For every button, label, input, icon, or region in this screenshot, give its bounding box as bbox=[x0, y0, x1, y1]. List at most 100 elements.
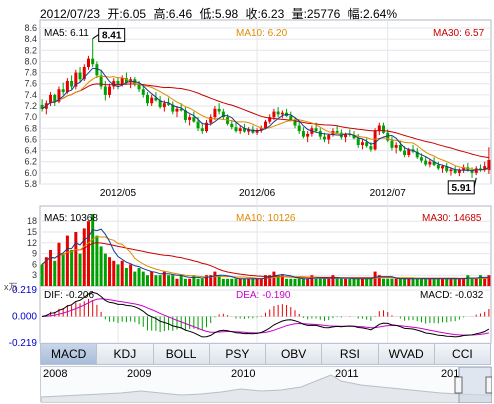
candle-body bbox=[116, 80, 120, 85]
volume-tick-label: 12 bbox=[27, 238, 37, 248]
time-navigator[interactable]: 2008 2009 2010 2011 201 bbox=[40, 366, 492, 403]
volume-bar bbox=[154, 275, 158, 286]
candle-body bbox=[394, 145, 398, 148]
volume-bar bbox=[103, 253, 107, 286]
price-tick-label: 5.8 bbox=[24, 179, 37, 189]
volume-bar bbox=[44, 257, 48, 286]
volume-bar bbox=[348, 278, 352, 286]
candle-body bbox=[436, 165, 440, 169]
header-high: 高:6.46 bbox=[153, 7, 193, 21]
macd-legend-dif: DIF: -0.206 bbox=[44, 290, 94, 301]
nav-year-2010: 2010 bbox=[231, 368, 256, 380]
candle-body bbox=[150, 97, 154, 104]
volume-bar bbox=[221, 278, 225, 286]
price-tick-label: 7.2 bbox=[24, 101, 37, 111]
candle-body bbox=[390, 140, 394, 148]
volume-bar bbox=[251, 278, 255, 286]
volume-bar bbox=[124, 268, 128, 286]
volume-bar bbox=[280, 275, 284, 286]
candle-body bbox=[162, 103, 166, 108]
candle-body bbox=[398, 145, 402, 151]
volume-bar bbox=[158, 275, 162, 286]
volume-bar bbox=[293, 278, 297, 286]
volume-bar bbox=[453, 278, 457, 286]
candle-body bbox=[344, 133, 348, 138]
volume-bar bbox=[390, 278, 394, 286]
candle-body bbox=[415, 151, 419, 158]
candle-body bbox=[103, 86, 107, 95]
tab-kdj[interactable]: KDJ bbox=[97, 344, 154, 364]
volume-bar bbox=[297, 278, 301, 286]
price-tick-label: 8.2 bbox=[24, 45, 37, 55]
candle-body bbox=[217, 108, 221, 112]
volume-bar bbox=[247, 278, 251, 286]
candle-body bbox=[221, 111, 225, 118]
candle-body bbox=[74, 72, 78, 87]
volume-bar bbox=[112, 260, 116, 286]
navigator-left-handle[interactable] bbox=[454, 376, 463, 394]
price-legend-ma10: MA10: 6.20 bbox=[236, 28, 288, 39]
price-tick-label: 7.8 bbox=[24, 68, 37, 78]
volume-bar bbox=[192, 275, 196, 286]
volume-bar bbox=[150, 271, 154, 286]
volume-bar bbox=[171, 275, 175, 286]
volume-bar bbox=[478, 275, 482, 286]
volume-bar bbox=[327, 278, 331, 286]
candle-body bbox=[306, 133, 310, 137]
candle-body bbox=[49, 94, 53, 104]
volume-bar bbox=[183, 278, 187, 286]
price-tick-label: 6.6 bbox=[24, 134, 37, 144]
candle-body bbox=[183, 110, 187, 120]
candle-body bbox=[289, 116, 293, 120]
volume-bar bbox=[474, 278, 478, 286]
volume-bar bbox=[487, 275, 491, 286]
candle-body bbox=[356, 138, 360, 145]
volume-bar bbox=[49, 250, 53, 286]
header-volume: 量:25776 bbox=[291, 7, 341, 21]
candle-body bbox=[457, 170, 461, 173]
candle-body bbox=[65, 80, 69, 93]
candle-body bbox=[255, 130, 259, 133]
tab-rsi[interactable]: RSI bbox=[322, 344, 379, 364]
navigator-right-handle[interactable] bbox=[485, 376, 492, 394]
volume-bar bbox=[339, 278, 343, 286]
candle-body bbox=[192, 117, 196, 122]
tab-wvad[interactable]: WVAD bbox=[379, 344, 435, 364]
volume-bar bbox=[175, 278, 179, 286]
tab-psy[interactable]: PSY bbox=[210, 344, 266, 364]
candle-body bbox=[40, 104, 44, 109]
header-change: 幅:2.64% bbox=[347, 7, 398, 21]
candle-body bbox=[453, 169, 457, 173]
volume-bar bbox=[120, 260, 124, 286]
candle-body bbox=[86, 58, 90, 67]
volume-bar bbox=[318, 278, 322, 286]
candle-body bbox=[171, 104, 175, 112]
price-tick-label: 7.6 bbox=[24, 79, 37, 89]
candle-body bbox=[209, 117, 213, 123]
navigator-overview bbox=[41, 367, 492, 403]
volume-bar bbox=[209, 275, 213, 286]
volume-bar bbox=[470, 278, 474, 286]
volume-bar bbox=[230, 278, 234, 286]
volume-tick-label: 3 bbox=[32, 270, 37, 280]
volume-bar bbox=[356, 278, 360, 286]
volume-bar bbox=[441, 278, 445, 286]
tab-obv[interactable]: OBV bbox=[266, 344, 323, 364]
annotation-box bbox=[98, 28, 126, 43]
month-tick-label: 2012/05 bbox=[100, 188, 137, 199]
volume-bar bbox=[57, 242, 61, 286]
candle-body bbox=[419, 157, 423, 161]
tab-cci[interactable]: CCI bbox=[452, 347, 473, 361]
annotation-box bbox=[447, 180, 475, 195]
volume-bar bbox=[424, 278, 428, 286]
volume-bar bbox=[141, 271, 145, 286]
tab-boll[interactable]: BOLL bbox=[154, 344, 210, 364]
dif-line bbox=[41, 291, 490, 338]
candle-body bbox=[470, 170, 474, 173]
volume-bar bbox=[179, 275, 183, 286]
candle-body bbox=[99, 75, 103, 87]
tab-macd[interactable]: MACD bbox=[41, 344, 98, 364]
volume-bar bbox=[415, 278, 419, 286]
candle-body bbox=[441, 166, 445, 169]
